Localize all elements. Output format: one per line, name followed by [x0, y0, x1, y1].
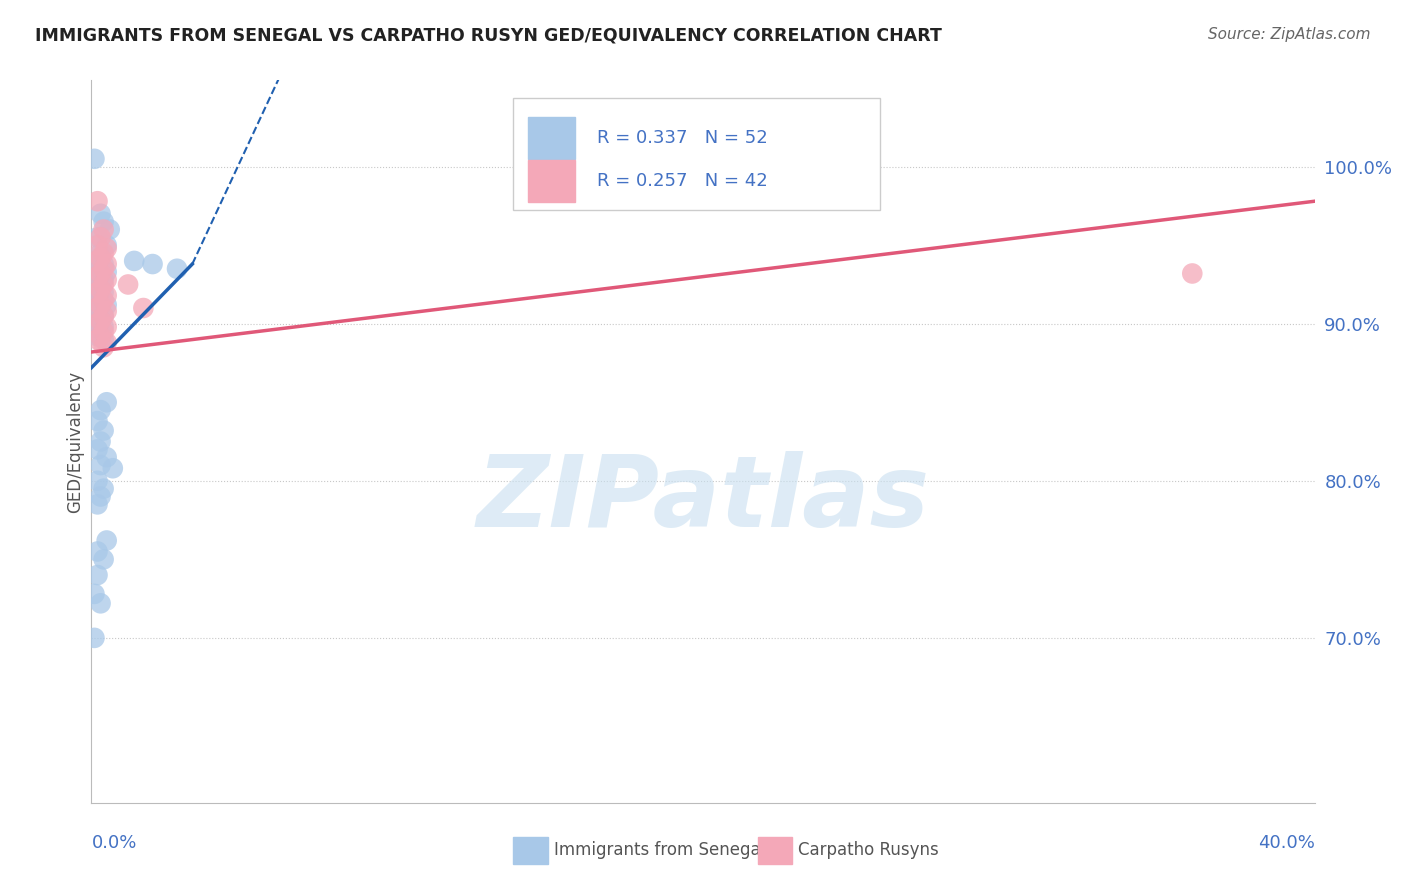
Point [90, 403, 112, 417]
Point [96, 395, 118, 409]
Point [90, 277, 112, 292]
Point [96, 450, 118, 465]
Point [86, 194, 108, 209]
Point [86, 301, 108, 315]
Point [86, 442, 108, 457]
Point [86, 304, 108, 318]
Point [86, 269, 108, 284]
Text: 40.0%: 40.0% [1258, 834, 1315, 852]
Point [93, 424, 115, 438]
Point [93, 261, 115, 276]
Point [96, 238, 118, 252]
Point [96, 241, 118, 255]
Point [93, 214, 115, 228]
Point [93, 482, 115, 496]
Point [93, 340, 115, 354]
Point [86, 474, 108, 488]
Point [96, 335, 118, 350]
Point [86, 230, 108, 244]
Text: R = 0.337   N = 52: R = 0.337 N = 52 [596, 129, 768, 147]
Point [93, 552, 115, 566]
Point [117, 277, 139, 292]
Point [86, 238, 108, 252]
Point [96, 273, 118, 287]
Point [90, 298, 112, 312]
Point [90, 329, 112, 343]
Point [122, 253, 145, 268]
Point [101, 461, 124, 475]
Point [90, 288, 112, 302]
Point [90, 458, 112, 472]
Point [86, 414, 108, 428]
Point [86, 282, 108, 296]
Text: Carpatho Rusyns: Carpatho Rusyns [799, 841, 939, 860]
Point [93, 222, 115, 236]
FancyBboxPatch shape [529, 161, 575, 202]
Text: ZIPatlas: ZIPatlas [477, 450, 929, 548]
Point [93, 273, 115, 287]
Point [93, 246, 115, 260]
Point [86, 568, 108, 582]
Point [96, 257, 118, 271]
Point [90, 313, 112, 327]
Text: R = 0.257   N = 42: R = 0.257 N = 42 [596, 172, 768, 190]
Point [86, 333, 108, 347]
Point [93, 277, 115, 292]
Point [90, 251, 112, 265]
Point [96, 265, 118, 279]
Point [86, 253, 108, 268]
Point [96, 533, 118, 548]
Text: Immigrants from Senegal: Immigrants from Senegal [554, 841, 765, 860]
Point [96, 288, 118, 302]
Text: 0.0%: 0.0% [91, 834, 136, 852]
Point [141, 257, 163, 271]
Point [83, 587, 105, 601]
FancyBboxPatch shape [758, 837, 793, 864]
Point [86, 329, 108, 343]
Text: IMMIGRANTS FROM SENEGAL VS CARPATHO RUSYN GED/EQUIVALENCY CORRELATION CHART: IMMIGRANTS FROM SENEGAL VS CARPATHO RUSY… [35, 27, 942, 45]
Point [93, 319, 115, 334]
Point [93, 333, 115, 347]
Point [86, 293, 108, 308]
Point [90, 261, 112, 276]
Point [90, 301, 112, 315]
Point [86, 317, 108, 331]
Point [96, 319, 118, 334]
Point [90, 313, 112, 327]
Point [90, 325, 112, 339]
Point [1181, 267, 1204, 281]
Point [93, 309, 115, 323]
Point [86, 317, 108, 331]
Point [98, 222, 121, 236]
Point [96, 304, 118, 318]
Point [166, 261, 188, 276]
Point [93, 293, 115, 308]
FancyBboxPatch shape [513, 98, 880, 211]
Point [90, 246, 112, 260]
Text: Source: ZipAtlas.com: Source: ZipAtlas.com [1208, 27, 1371, 42]
Y-axis label: GED/Equivalency: GED/Equivalency [66, 370, 84, 513]
Point [93, 325, 115, 339]
Point [90, 230, 112, 244]
Point [86, 544, 108, 558]
Point [90, 267, 112, 281]
FancyBboxPatch shape [513, 837, 548, 864]
Point [90, 207, 112, 221]
Point [86, 497, 108, 511]
Point [93, 257, 115, 271]
Point [90, 596, 112, 610]
Point [86, 285, 108, 300]
Point [90, 434, 112, 449]
Point [96, 298, 118, 312]
Point [93, 309, 115, 323]
Point [86, 253, 108, 268]
Point [90, 282, 112, 296]
Point [132, 301, 155, 315]
Point [86, 269, 108, 284]
Point [90, 490, 112, 504]
Point [83, 152, 105, 166]
FancyBboxPatch shape [529, 117, 575, 159]
Point [93, 285, 115, 300]
Point [83, 631, 105, 645]
